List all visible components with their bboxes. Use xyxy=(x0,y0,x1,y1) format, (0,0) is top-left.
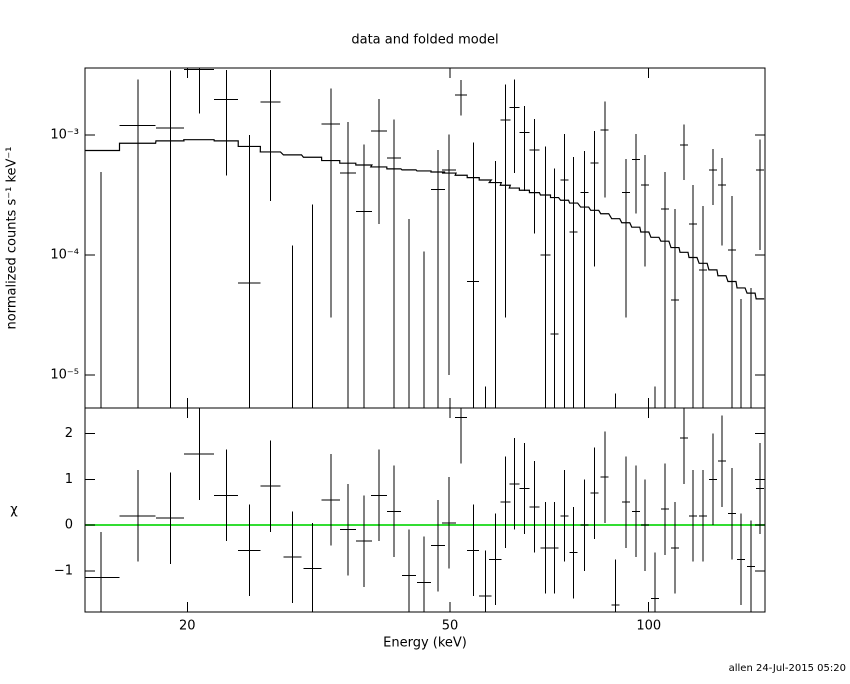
plot-frame xyxy=(84,407,766,613)
x-axis-label: Energy (keV) xyxy=(383,636,467,651)
residual-axis-label: χ xyxy=(10,503,18,518)
footer: allen 24-Jul-2015 05:20 xyxy=(729,663,846,674)
x-tick-label: 20 xyxy=(179,619,196,634)
x-tick-label: 50 xyxy=(442,619,459,634)
residual-y-tick-label: 0 xyxy=(65,518,73,533)
spectrum-panel xyxy=(85,68,765,408)
y-tick-label: 10⁻³ xyxy=(50,127,79,142)
residual-y-tick-label: 1 xyxy=(65,472,73,487)
y-axis-label: normalized counts s⁻¹ keV⁻¹ xyxy=(5,147,20,330)
y-tick-label: 10⁻⁴ xyxy=(50,247,79,262)
residual-y-tick-label: −1 xyxy=(54,563,73,578)
y-tick-label: 10⁻⁵ xyxy=(50,367,79,382)
residual-panel xyxy=(85,408,765,612)
chart-title: data and folded model xyxy=(351,33,498,48)
axes: 20 50 100 10⁻⁵ 10⁻⁴ 10⁻³ −1 0 1 2 xyxy=(50,67,766,634)
x-tick-label: 100 xyxy=(636,619,661,634)
residual-y-tick-label: 2 xyxy=(65,426,73,441)
